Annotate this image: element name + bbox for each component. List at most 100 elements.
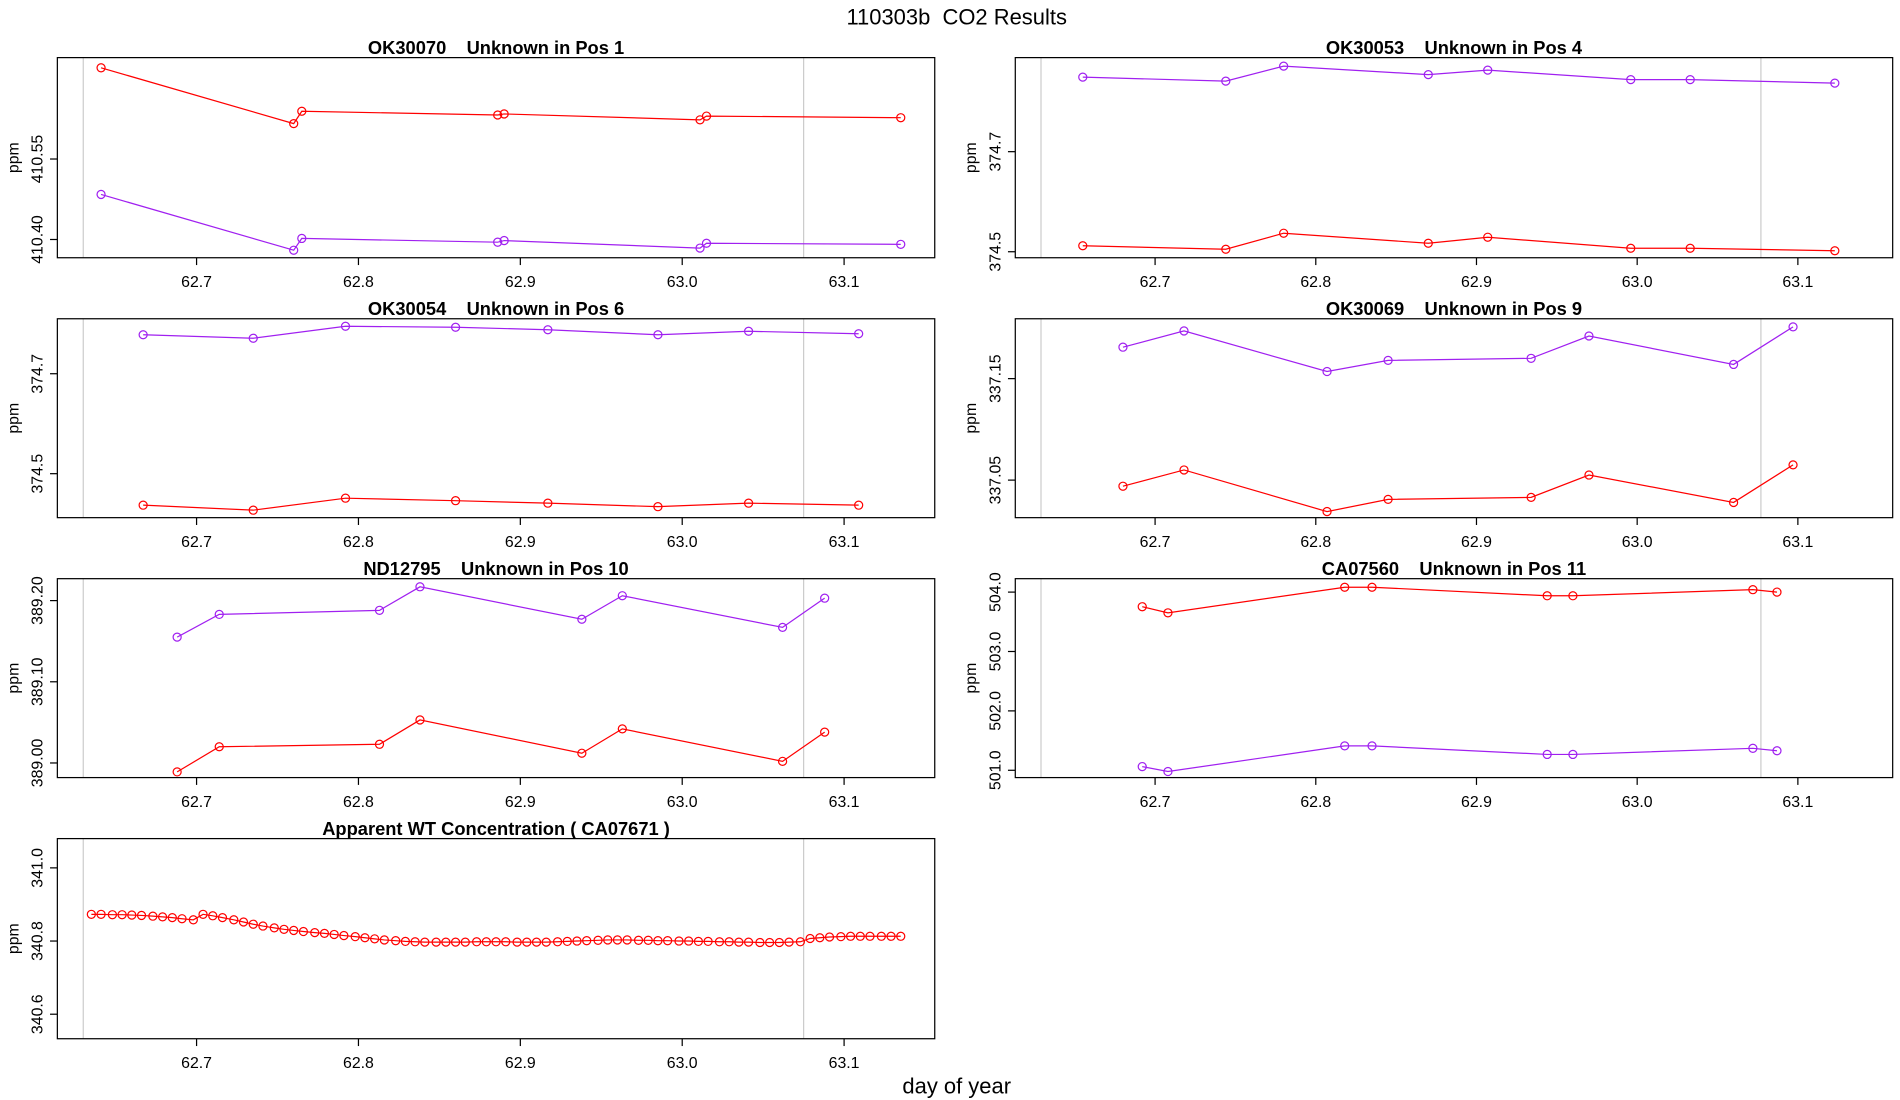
data-point [297, 233, 307, 244]
data-point [198, 909, 208, 919]
y-tick-label: 374.7 [30, 354, 47, 394]
data-point [714, 937, 725, 947]
data-point [1584, 331, 1594, 341]
data-point [1137, 761, 1147, 772]
data-point [167, 912, 177, 923]
data-point [96, 189, 106, 200]
x-tick-label: 63.0 [667, 274, 698, 291]
panel-title: OK30070 Unknown in Pos 1 [368, 37, 624, 58]
data-point [1830, 78, 1840, 88]
series-line [143, 497, 859, 511]
data-point [415, 582, 425, 592]
x-axis-label: day of year [902, 1074, 1011, 1099]
data-point [577, 748, 587, 758]
data-point [1078, 72, 1088, 82]
data-point [214, 609, 224, 620]
data-point [572, 936, 582, 946]
x-tick-label: 62.7 [1140, 534, 1171, 551]
data-point [777, 756, 788, 766]
series-line [1122, 326, 1794, 373]
data-point [493, 237, 503, 247]
data-point [820, 727, 830, 737]
data-point [562, 936, 572, 947]
data-point [612, 935, 623, 945]
y-tick-label: 501.0 [988, 750, 1005, 790]
data-point [653, 502, 663, 512]
data-point [329, 929, 339, 940]
data-point [499, 109, 509, 119]
data-point [774, 937, 784, 948]
panel-title: CA07560 Unknown in Pos 11 [1322, 558, 1586, 579]
x-tick-label: 62.8 [343, 534, 374, 551]
data-point [172, 632, 182, 642]
data-point [289, 925, 299, 936]
data-point [1526, 353, 1536, 363]
data-point [1367, 582, 1377, 592]
x-tick-label: 62.7 [181, 1055, 212, 1072]
x-tick-label: 62.9 [1461, 794, 1492, 811]
data-point [298, 926, 309, 937]
y-axis-label: ppm [5, 663, 22, 694]
data-point [460, 937, 470, 947]
data-point [653, 936, 663, 946]
data-point [1685, 243, 1695, 253]
plot-frame [1014, 57, 1894, 259]
data-point [1423, 69, 1433, 80]
x-tick-label: 63.0 [667, 1055, 698, 1072]
data-point [379, 935, 389, 945]
data-point [289, 118, 299, 129]
data-point [854, 500, 864, 510]
data-point [531, 937, 542, 947]
plot-frame [56, 578, 936, 779]
data-point [1367, 741, 1377, 751]
y-tick-label: 337.15 [988, 354, 1005, 403]
data-point [1542, 591, 1552, 601]
data-point [1626, 243, 1636, 253]
data-point [1788, 322, 1798, 332]
data-point [1584, 470, 1594, 480]
data-point [157, 912, 168, 922]
data-point [865, 931, 875, 941]
data-point [593, 935, 603, 945]
data-point [896, 931, 906, 941]
series-line [100, 67, 901, 125]
x-tick-label: 62.9 [505, 534, 536, 551]
plot-frame [1014, 318, 1894, 519]
x-tick-label: 62.7 [1140, 794, 1171, 811]
data-point [471, 937, 482, 947]
data-point [633, 935, 644, 945]
data-point [297, 106, 307, 116]
data-point [420, 937, 430, 947]
data-point [172, 767, 182, 777]
y-tick-label: 503.0 [988, 631, 1005, 671]
data-point [820, 593, 830, 603]
data-point [512, 937, 522, 947]
series-line [1082, 65, 1835, 84]
data-point [1568, 591, 1578, 601]
data-point [1340, 741, 1350, 751]
series-line [1082, 232, 1835, 252]
data-point [1383, 494, 1393, 505]
y-axis-label: ppm [5, 923, 22, 954]
data-point [248, 505, 258, 515]
x-tick-label: 63.0 [1622, 794, 1653, 811]
y-tick-label: 340.8 [30, 921, 47, 961]
y-tick-label: 410.40 [30, 215, 47, 264]
x-tick-label: 62.9 [1461, 274, 1492, 291]
x-tick-label: 62.9 [505, 274, 536, 291]
series-line [1122, 464, 1794, 513]
data-point [743, 498, 754, 508]
data-point [450, 322, 461, 332]
data-point [431, 937, 441, 947]
data-point [1685, 74, 1695, 85]
data-point [319, 928, 330, 938]
x-tick-label: 63.1 [1782, 534, 1813, 551]
data-point [1483, 232, 1493, 242]
x-tick-label: 63.0 [667, 534, 698, 551]
series-line [100, 193, 901, 251]
y-tick-label: 340.6 [30, 994, 47, 1034]
y-axis-label: ppm [963, 142, 980, 173]
x-tick-label: 62.8 [343, 274, 374, 291]
